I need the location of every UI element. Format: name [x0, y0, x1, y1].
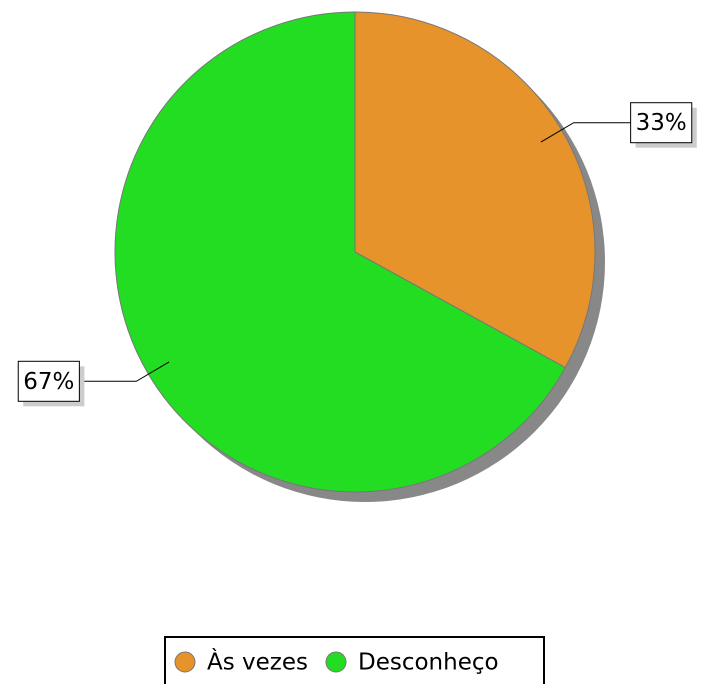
leader-line: [540, 122, 631, 143]
leader-line: [79, 361, 170, 382]
legend-label: Desconheço: [358, 650, 499, 676]
legend-label: Às vezes: [207, 648, 308, 676]
data-label: 33%: [636, 110, 687, 136]
legend-box: [164, 636, 545, 684]
data-label-box: [630, 102, 693, 144]
legend-marker: [325, 651, 347, 673]
data-label-box: [17, 360, 80, 402]
legend-marker: [174, 651, 196, 673]
data-label: 67%: [23, 369, 74, 395]
